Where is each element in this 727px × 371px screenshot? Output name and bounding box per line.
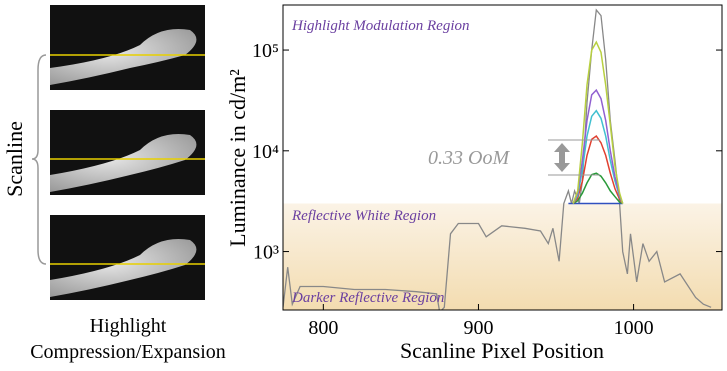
x-tick-label: 1000 xyxy=(614,317,654,339)
series-line xyxy=(572,109,624,204)
y-tick-label: 10⁴ xyxy=(252,141,279,163)
plot-frame xyxy=(282,4,723,311)
annotation: Darker Reflective Region xyxy=(291,290,444,306)
y-tick-label: 10⁵ xyxy=(252,40,279,62)
side-label: Scanline xyxy=(2,121,27,197)
oom-arrow xyxy=(548,139,600,176)
series-line xyxy=(572,88,624,204)
annotation: Highlight Modulation Region xyxy=(291,18,470,34)
caption: Highlight xyxy=(90,315,167,337)
annotation: 0.33 OoM xyxy=(428,147,510,169)
y-axis-label: Luminance in cd/m² xyxy=(225,69,250,247)
x-tick-label: 800 xyxy=(308,317,338,339)
x-tick-label: 900 xyxy=(463,317,493,339)
y-tick-label: 10³ xyxy=(253,242,279,264)
caption: Compression/Expansion xyxy=(30,341,226,363)
reflective-band xyxy=(283,203,722,310)
spoon-images xyxy=(31,5,205,300)
x-axis-label: Scanline Pixel Position xyxy=(400,338,604,363)
plot-area xyxy=(283,8,722,310)
series-line xyxy=(572,40,624,204)
series-line xyxy=(572,135,624,204)
annotation: Reflective White Region xyxy=(291,208,436,224)
